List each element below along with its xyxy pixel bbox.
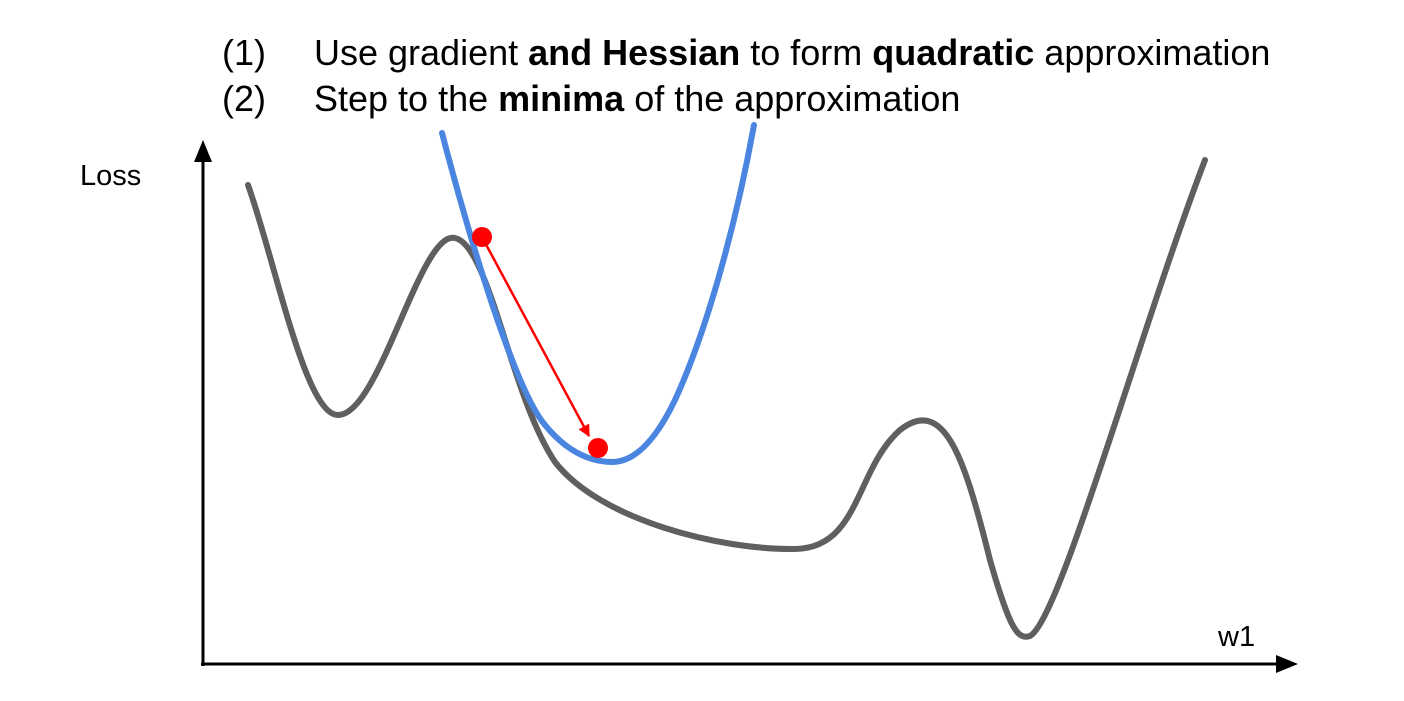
y-axis-label: Loss xyxy=(80,160,141,192)
approximation-minimum-point xyxy=(588,438,608,458)
x-axis-label: w1 xyxy=(1217,621,1255,653)
step-1-number: (1) xyxy=(222,32,266,73)
step-arrow xyxy=(480,236,591,438)
step-2-text: (2) Step to the minima of the approximati… xyxy=(222,78,960,120)
step-1-part-3: to form xyxy=(740,32,873,73)
step-1-text: (1) Use gradient and Hessian to form quad… xyxy=(222,32,1270,74)
step-1-part-5: approximation xyxy=(1034,32,1271,73)
step-1-part-2: and Hessian xyxy=(528,32,741,73)
current-point xyxy=(472,227,492,247)
step-2-number: (2) xyxy=(222,78,266,119)
loss-curve xyxy=(245,157,1208,640)
step-1-part-1: Use gradient xyxy=(314,32,529,73)
step-2-part-3: of the approximation xyxy=(624,78,961,119)
step-2-part-1: Step to the xyxy=(314,78,499,119)
step-1-part-4: quadratic xyxy=(872,32,1035,73)
x-axis-arrowhead xyxy=(1276,655,1298,673)
y-axis-arrowhead xyxy=(194,140,212,162)
step-2-part-2: minima xyxy=(498,78,625,119)
quadratic-approximation-curve xyxy=(439,122,757,465)
